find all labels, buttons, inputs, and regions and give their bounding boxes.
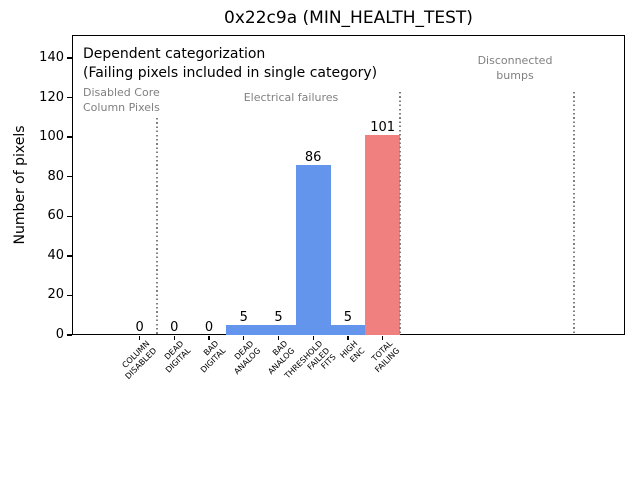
- y-tick-mark: [67, 255, 72, 257]
- x-tick-mark: [347, 336, 349, 340]
- x-tick-mark: [138, 336, 141, 340]
- y-tick-label: 80: [47, 168, 64, 184]
- bar-value-label: 5: [343, 310, 353, 326]
- y-tick-mark: [67, 57, 72, 59]
- chart-title: 0x22c9a (MIN_HEALTH_TEST): [224, 8, 473, 28]
- plot-area: [72, 35, 625, 335]
- bar-value-label: 5: [239, 310, 248, 326]
- y-tick-label: 20: [47, 287, 64, 303]
- bar-value-label: 5: [274, 310, 283, 326]
- y-tick-mark: [67, 294, 72, 297]
- x-tick-mark: [312, 336, 314, 340]
- bar-value-label: 0: [135, 320, 144, 335]
- bar-value-label: 101: [370, 120, 396, 136]
- y-tick-label: 100: [39, 129, 64, 145]
- annotation-dependent-categorization: Dependent categorization: [83, 46, 266, 62]
- section-separator-dotted-line: [399, 92, 402, 335]
- bar: [330, 325, 366, 335]
- y-tick-mark: [67, 176, 72, 178]
- x-tick-mark: [381, 336, 384, 340]
- y-tick-label: 120: [39, 89, 64, 105]
- y-tick-label: 40: [47, 247, 64, 263]
- y-tick-label: 0: [55, 327, 64, 342]
- section-separator-dotted-line: [156, 118, 159, 335]
- y-tick-mark: [67, 334, 72, 336]
- y-tick-mark: [67, 136, 72, 138]
- section-separator-dotted-line: [572, 92, 575, 335]
- annotation-failing-note: (Failing pixels included in single categ…: [83, 65, 378, 81]
- x-tick-mark: [208, 336, 210, 340]
- bar: [261, 325, 296, 335]
- x-tick-mark: [277, 336, 280, 340]
- y-tick-mark: [67, 96, 72, 99]
- x-tick-mark: [243, 336, 245, 340]
- annotation-electrical-failures-label: Electrical failures: [243, 91, 339, 104]
- y-tick-mark: [67, 215, 72, 217]
- annotation-disconnected-bumps-label: Disconnected bumps: [477, 54, 553, 82]
- x-tick-mark: [173, 336, 175, 340]
- bar-value-label: 86: [304, 149, 322, 165]
- bar: [295, 164, 331, 335]
- bar: [226, 325, 262, 335]
- bar: [365, 135, 400, 335]
- y-tick-label: 140: [39, 50, 64, 65]
- bar-value-label: 0: [170, 320, 179, 335]
- annotation-disabled-core-label: Disabled Core Column Pixels: [83, 86, 160, 114]
- y-tick-label: 60: [47, 208, 64, 224]
- bar-value-label: 0: [204, 320, 214, 335]
